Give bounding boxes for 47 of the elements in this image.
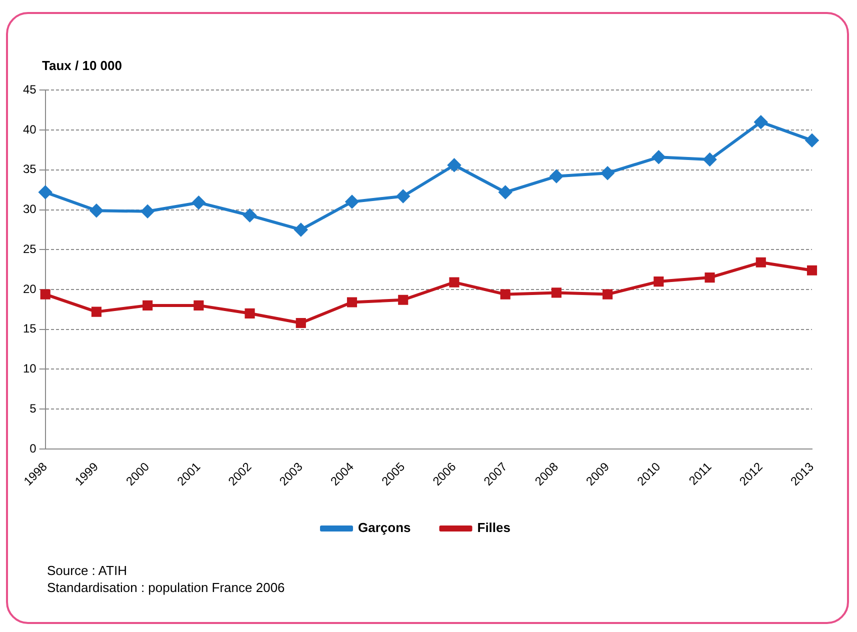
point bbox=[806, 134, 818, 147]
point bbox=[91, 306, 102, 317]
point bbox=[346, 297, 358, 308]
point bbox=[244, 308, 255, 318]
y-tick-label: 40 bbox=[22, 122, 37, 136]
y-tick-label: 35 bbox=[22, 162, 37, 176]
y-tick-label: 20 bbox=[22, 282, 37, 296]
point bbox=[449, 277, 460, 288]
point bbox=[448, 158, 461, 172]
point bbox=[40, 289, 50, 300]
point bbox=[296, 318, 306, 328]
y-tick-label: 45 bbox=[22, 82, 37, 97]
point bbox=[550, 170, 563, 183]
point bbox=[192, 196, 206, 210]
point bbox=[38, 186, 52, 199]
point bbox=[754, 116, 768, 129]
point bbox=[704, 272, 715, 283]
y-axis-title: Taux / 10 000 bbox=[42, 58, 122, 73]
point bbox=[142, 300, 153, 310]
point bbox=[398, 294, 408, 305]
point bbox=[498, 186, 512, 199]
point bbox=[652, 150, 666, 164]
point bbox=[551, 288, 562, 298]
point bbox=[396, 190, 410, 203]
point bbox=[346, 195, 359, 208]
point bbox=[500, 289, 510, 300]
y-tick-label: 5 bbox=[30, 401, 37, 416]
y-tick-label: 0 bbox=[30, 441, 37, 456]
legend-label: Filles bbox=[477, 520, 511, 536]
point bbox=[294, 223, 308, 236]
point bbox=[141, 204, 154, 218]
point bbox=[90, 204, 103, 218]
text: Standardisation : population France 2006 bbox=[47, 579, 285, 596]
y-tick-label: 15 bbox=[22, 322, 37, 336]
point bbox=[756, 257, 766, 268]
y-tick-label: 25 bbox=[22, 242, 37, 256]
y-tick-label: 30 bbox=[22, 202, 37, 216]
legend-label: Garçons bbox=[358, 520, 411, 536]
point bbox=[806, 265, 818, 276]
point bbox=[654, 276, 664, 287]
source-note: Source : ATIH bbox=[47, 562, 128, 579]
point bbox=[602, 289, 613, 300]
point bbox=[601, 166, 614, 180]
point bbox=[703, 153, 716, 166]
y-tick-label: 10 bbox=[22, 362, 37, 376]
point bbox=[194, 300, 204, 310]
point bbox=[243, 208, 256, 222]
